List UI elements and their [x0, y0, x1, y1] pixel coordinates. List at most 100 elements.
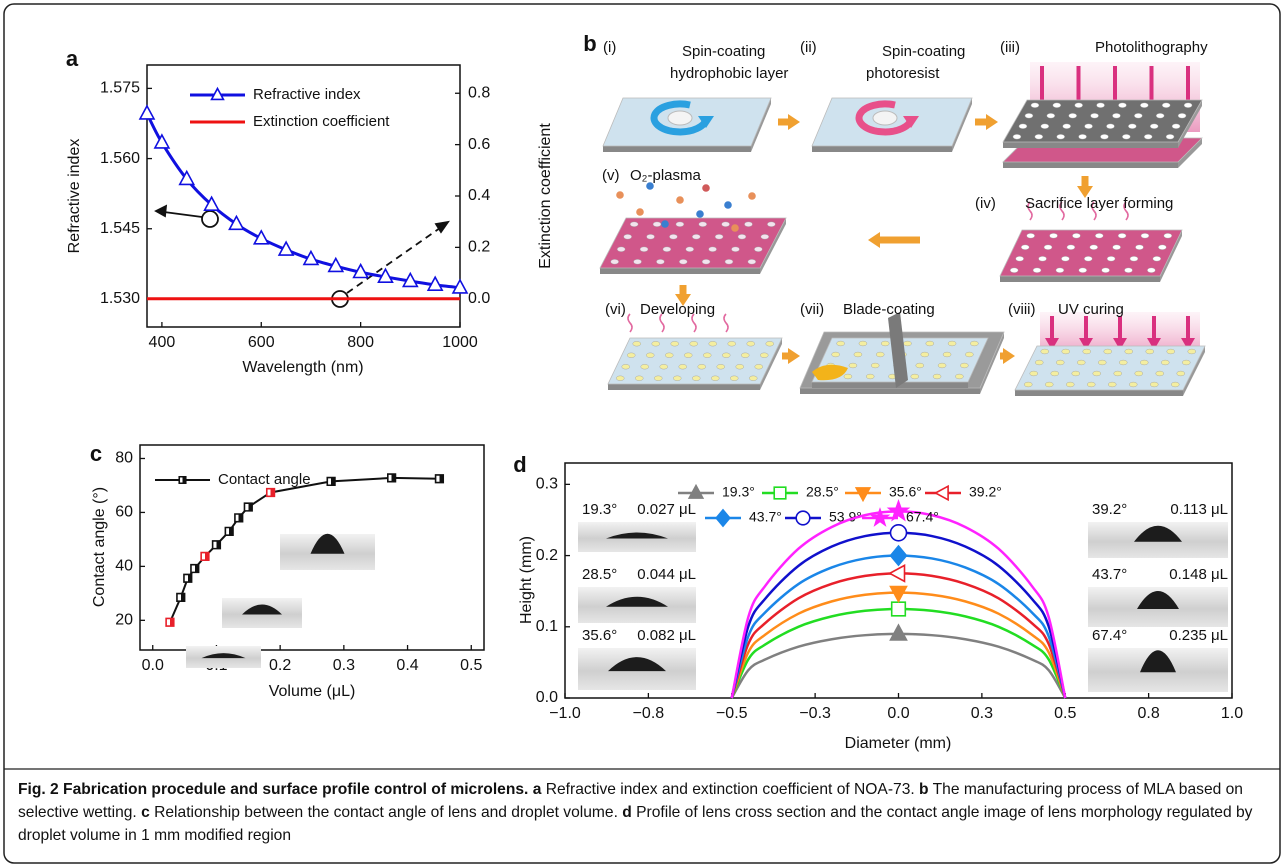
- x-tick-label: 0.0: [142, 657, 164, 674]
- marker: [889, 523, 908, 542]
- well: [910, 373, 919, 380]
- flow-arrowhead: [788, 114, 800, 130]
- legend-label: 43.7°: [749, 509, 782, 525]
- well: [1152, 256, 1162, 262]
- well: [724, 259, 734, 265]
- marker: [234, 513, 244, 523]
- plate-side: [603, 146, 751, 152]
- uv-arrowhead: [1079, 338, 1093, 350]
- well: [737, 234, 747, 240]
- x-tick-label: 0.0: [887, 705, 909, 722]
- plate-side: [1003, 142, 1178, 148]
- well: [1182, 359, 1191, 366]
- well: [1020, 244, 1030, 250]
- well: [1098, 359, 1107, 366]
- legend-marker: [178, 475, 187, 485]
- well: [662, 246, 672, 252]
- caption-text: Relationship between the contact angle o…: [154, 804, 618, 821]
- droplet: [242, 604, 282, 615]
- well: [1134, 370, 1143, 377]
- panel-label: d: [513, 452, 526, 477]
- inset-volume: 0.148 μL: [1169, 566, 1228, 583]
- well: [1029, 370, 1038, 377]
- droplet: [667, 110, 693, 126]
- marker: [327, 256, 345, 273]
- well: [746, 341, 755, 347]
- plot-frame: [139, 444, 485, 651]
- uv-arrowhead: [1147, 338, 1161, 350]
- well: [711, 375, 720, 381]
- well: [1135, 244, 1144, 250]
- well: [1035, 359, 1044, 366]
- caption-text: The manufacturing process of MLA based o…: [18, 781, 1243, 821]
- well: [703, 352, 712, 358]
- well: [866, 373, 875, 380]
- x-tick-label: 800: [347, 334, 374, 351]
- marker: [890, 601, 907, 617]
- well: [1092, 370, 1101, 377]
- well: [1166, 348, 1175, 355]
- well: [881, 340, 890, 347]
- marker: [224, 526, 234, 536]
- well: [1158, 244, 1167, 250]
- well: [955, 373, 964, 380]
- legend-marker: [933, 484, 949, 502]
- well: [635, 375, 644, 381]
- well: [1071, 370, 1080, 377]
- marker: [889, 623, 908, 641]
- well: [1095, 233, 1104, 239]
- well: [685, 246, 694, 252]
- flow-arrowhead: [1077, 186, 1093, 198]
- well: [1012, 134, 1022, 140]
- marker: [387, 473, 397, 483]
- plate-side: [760, 338, 782, 390]
- well: [858, 340, 868, 347]
- panel-label: b: [583, 31, 596, 56]
- x-tick-label: 0.2: [269, 657, 291, 674]
- well: [1118, 102, 1127, 108]
- well: [616, 246, 626, 252]
- vapor: [723, 313, 729, 333]
- well: [853, 351, 863, 358]
- droplet: [606, 596, 668, 607]
- resin: [812, 364, 848, 381]
- marker: [277, 240, 295, 256]
- well: [639, 246, 649, 252]
- x-axis-title: Volume (μL): [269, 683, 356, 700]
- marker: [426, 275, 444, 291]
- well: [1024, 381, 1033, 388]
- x-axis-title: Wavelength (nm): [242, 359, 363, 376]
- caption-bold: b: [919, 781, 929, 798]
- well: [722, 352, 731, 358]
- well: [640, 364, 649, 370]
- well: [932, 373, 942, 380]
- well: [1050, 370, 1059, 377]
- y-axis-title: Refractive index: [66, 139, 83, 254]
- well: [1045, 381, 1054, 388]
- marker: [211, 540, 222, 550]
- well: [610, 259, 619, 265]
- well: [1171, 381, 1180, 388]
- well: [871, 362, 880, 369]
- step-label: Developing: [640, 301, 715, 318]
- well: [960, 362, 969, 369]
- well: [1056, 134, 1065, 140]
- well: [623, 234, 632, 240]
- droplet: [606, 532, 668, 539]
- y-tick-label: 60: [115, 504, 133, 521]
- plasma-particle: [748, 192, 756, 200]
- step-number: (v): [602, 167, 620, 184]
- y-tick-label: 0.1: [536, 618, 558, 635]
- plate-side: [1015, 390, 1183, 396]
- well: [670, 341, 679, 347]
- plasma-particle: [636, 208, 644, 216]
- well: [1040, 348, 1049, 355]
- well: [754, 246, 763, 252]
- inset-volume: 0.082 μL: [637, 627, 696, 644]
- well: [843, 373, 853, 380]
- panel-label: c: [90, 441, 102, 466]
- inset-angle: 28.5°: [582, 566, 617, 583]
- legend-label: 28.5°: [806, 484, 839, 500]
- x-axis-title: Diameter (mm): [845, 735, 952, 752]
- well: [1043, 244, 1053, 250]
